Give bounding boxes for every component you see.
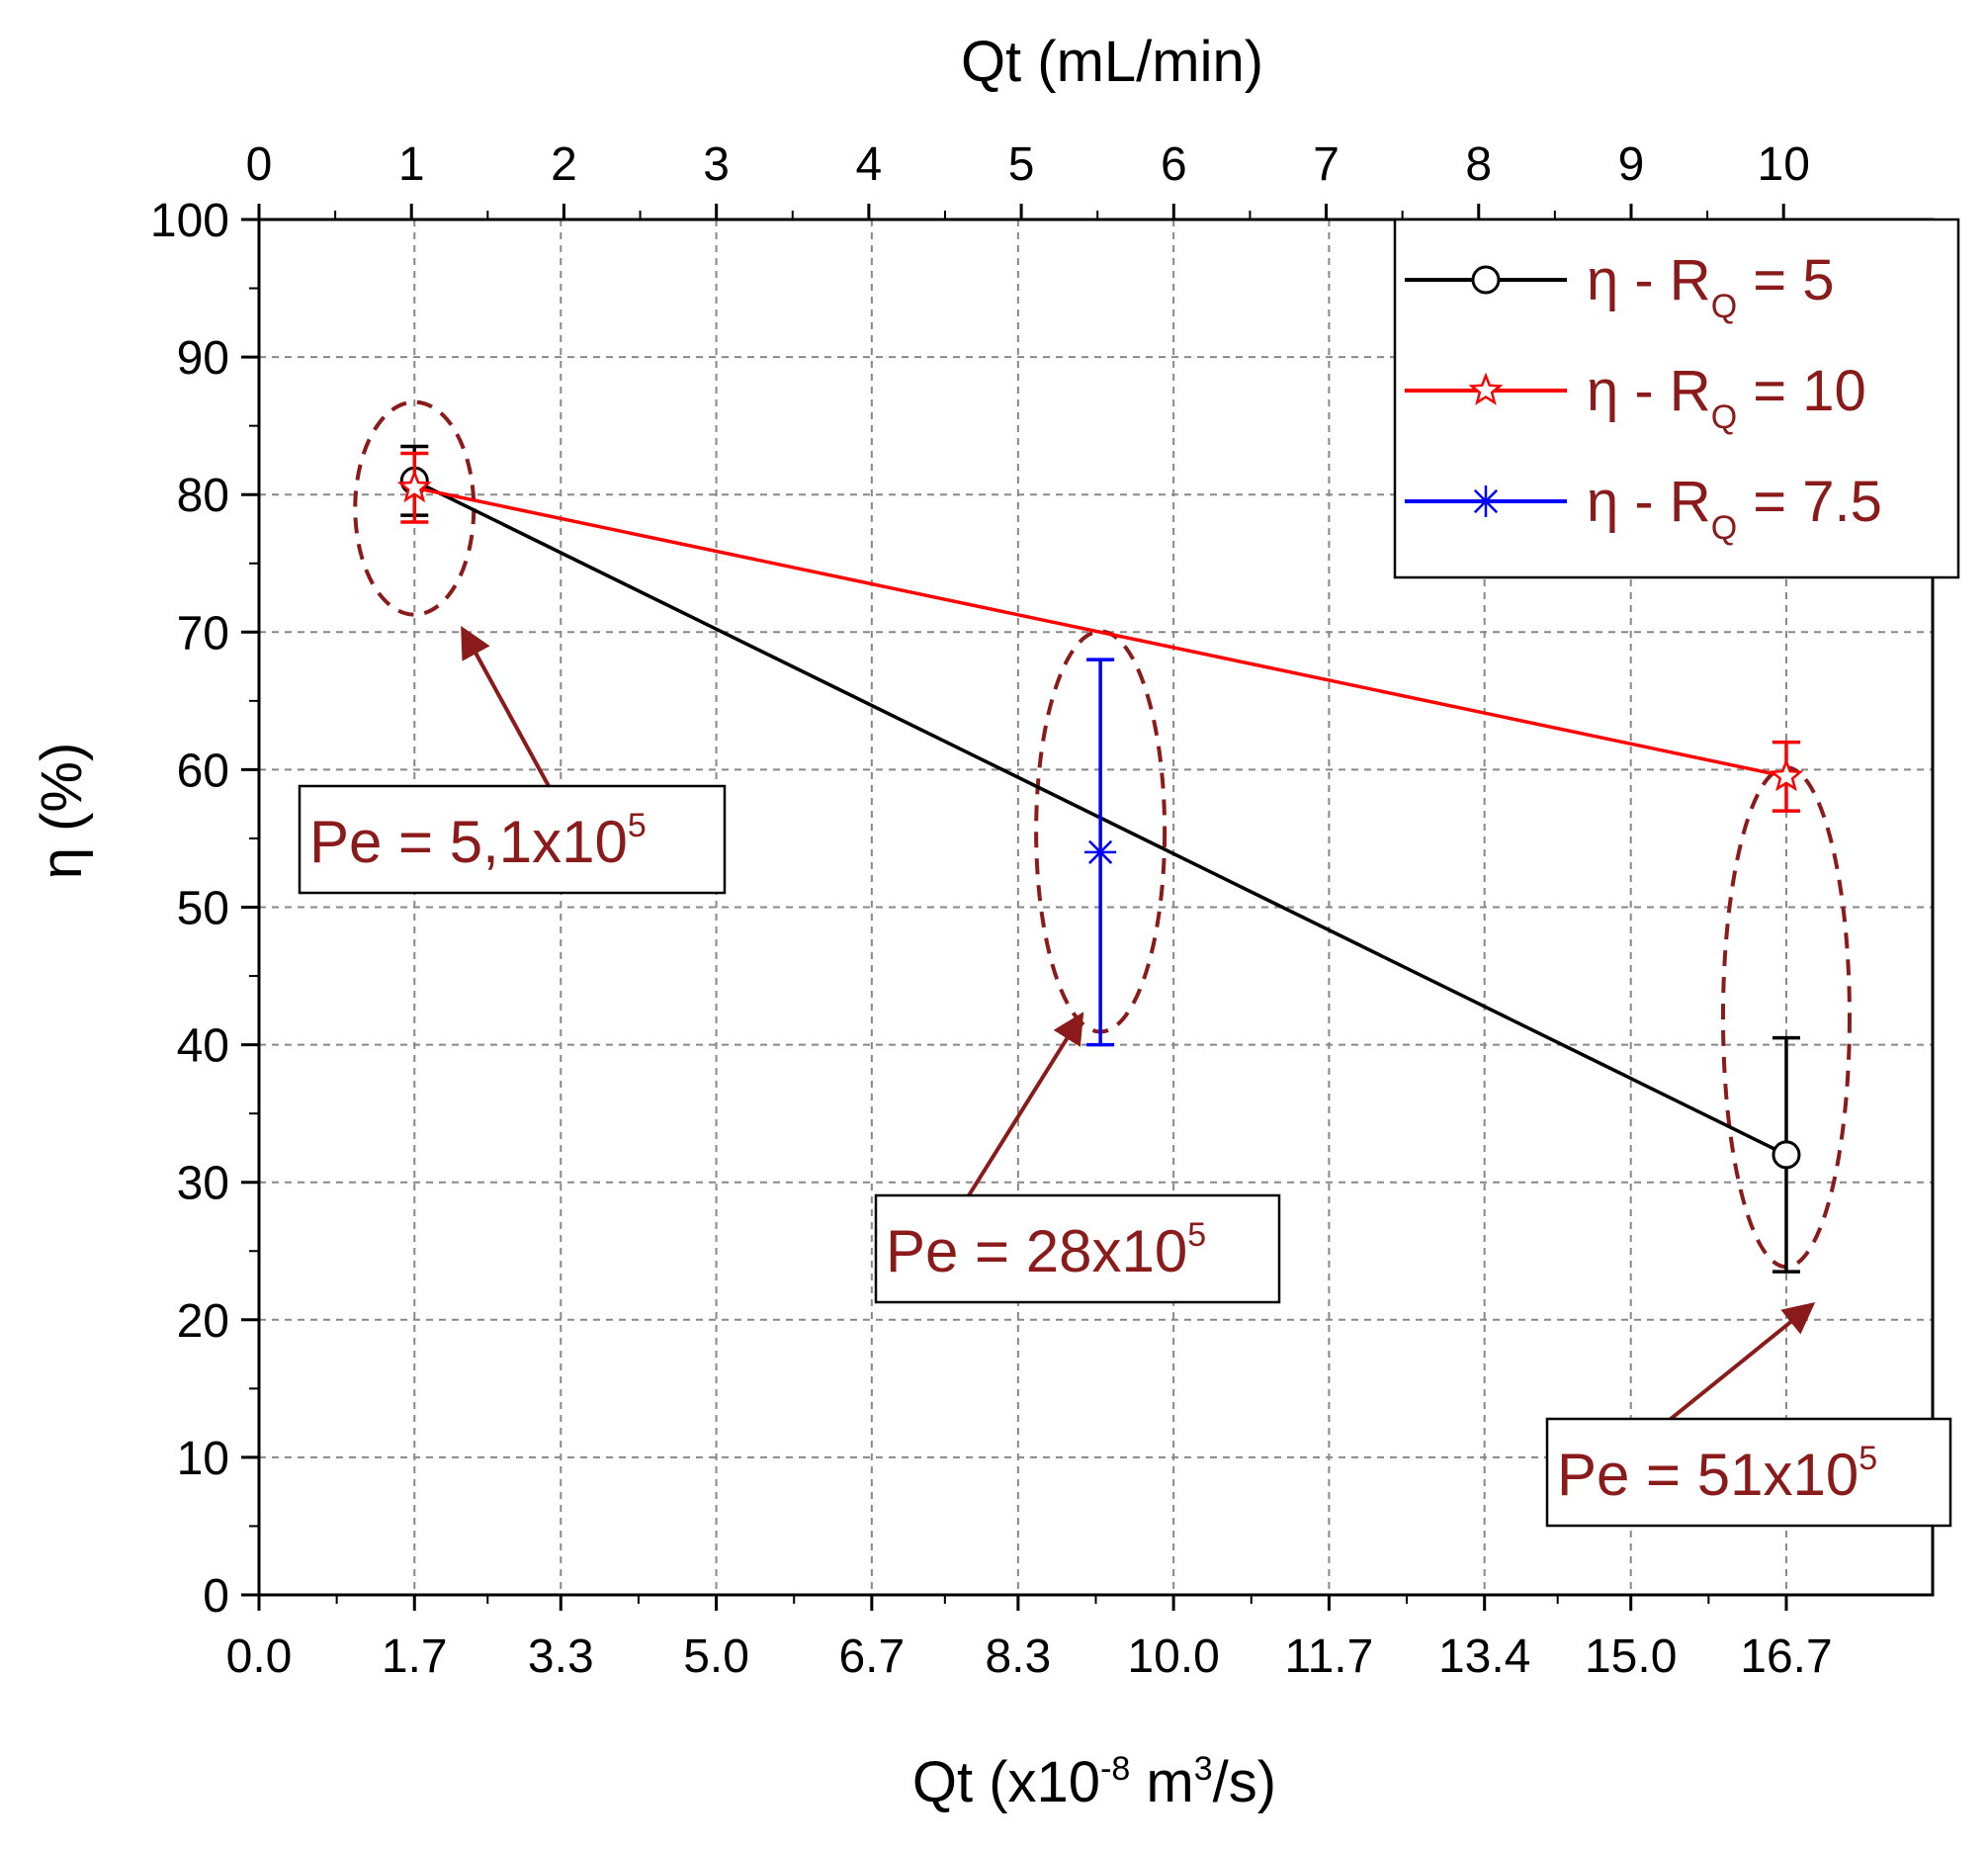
y-tick-label: 100 — [150, 195, 229, 247]
annotation-box — [298, 784, 727, 895]
series-line — [413, 485, 1787, 779]
x-top-tick-label: 1 — [398, 138, 425, 191]
x-top-tick-label: 7 — [1313, 138, 1340, 191]
data-point — [1769, 757, 1804, 792]
annotation-box — [874, 1193, 1281, 1304]
x-top-tick-label: 8 — [1465, 138, 1492, 191]
x-bottom-tick-label: 11.7 — [1284, 1630, 1373, 1683]
annotation-label: Pe = 28x105 — [886, 1216, 1206, 1284]
data-point — [1471, 265, 1501, 295]
x-bottom-tick-label: 8.3 — [985, 1630, 1051, 1683]
series-layer — [396, 444, 1804, 1274]
y-tick-label: 50 — [177, 883, 229, 935]
x-top-tick-label: 9 — [1618, 138, 1645, 191]
y-tick-label: 0 — [203, 1570, 229, 1623]
legend: η - RQ = 5 η - RQ = 10 η - RQ = 7.5 — [1393, 218, 1960, 579]
x-bottom-tick-label: 5.0 — [683, 1630, 749, 1683]
y-tick-label: 20 — [177, 1295, 229, 1348]
legend-label: η - RQ = 10 — [1587, 359, 1866, 436]
x-bottom-tick-label: 16.7 — [1740, 1630, 1832, 1683]
axis-ticks: 0.0 1.7 3.3 5.0 6.7 8.3 10.0 11.7 13.4 15.0 16.70 1… — [150, 138, 1833, 1683]
legend-label: η - RQ = 5 — [1587, 248, 1835, 325]
annotation-arrow — [461, 625, 551, 787]
data-point — [1772, 1140, 1801, 1170]
x-bottom-tick-label: 3.3 — [528, 1630, 594, 1683]
y-tick-label: 70 — [177, 607, 229, 660]
data-point — [1084, 836, 1117, 868]
x-top-tick-label: 10 — [1758, 138, 1810, 191]
data-point — [1470, 485, 1502, 517]
annotation-arrow — [1669, 1301, 1816, 1421]
annotation-box — [1545, 1417, 1952, 1528]
y-axis-title: η (%) — [30, 743, 94, 880]
y-tick-label: 40 — [177, 1020, 229, 1073]
x-bottom-tick-label: 6.7 — [838, 1630, 905, 1683]
x-top-tick-label: 5 — [1008, 138, 1035, 191]
series-2 — [1084, 658, 1117, 1047]
x-bottom-tick-label: 0.0 — [226, 1630, 293, 1683]
y-tick-label: 30 — [177, 1158, 229, 1210]
x-top-tick-label: 0 — [246, 138, 273, 191]
x-top-tick-label: 6 — [1161, 138, 1187, 191]
x-bottom-tick-label: 1.7 — [382, 1630, 448, 1683]
annotation-label: Pe = 51x105 — [1557, 1440, 1877, 1508]
bottom-axis-title: Qt (x10-8 m3/s) — [912, 1750, 1276, 1814]
y-tick-label: 60 — [177, 745, 229, 797]
annotation-arrow — [967, 1012, 1084, 1197]
x-bottom-tick-label: 13.4 — [1438, 1630, 1530, 1683]
data-point — [396, 469, 432, 503]
legend-label: η - RQ = 7.5 — [1587, 470, 1882, 547]
x-top-tick-label: 4 — [856, 138, 883, 191]
y-tick-label: 80 — [177, 470, 229, 522]
series-1 — [396, 451, 1804, 813]
annotation-label: Pe = 5,1x105 — [309, 807, 647, 875]
x-top-tick-label: 3 — [703, 138, 730, 191]
y-tick-label: 90 — [177, 332, 229, 385]
x-bottom-tick-label: 10.0 — [1127, 1630, 1219, 1683]
annotations: Pe = 5,1x105 Pe = 28x105 Pe = 51x105 — [298, 625, 1952, 1528]
top-axis-title: Qt (mL/min) — [961, 30, 1263, 94]
data-point — [1468, 372, 1504, 405]
y-tick-label: 10 — [177, 1433, 229, 1485]
x-bottom-tick-label: 15.0 — [1585, 1630, 1677, 1683]
x-top-tick-label: 2 — [551, 138, 577, 191]
